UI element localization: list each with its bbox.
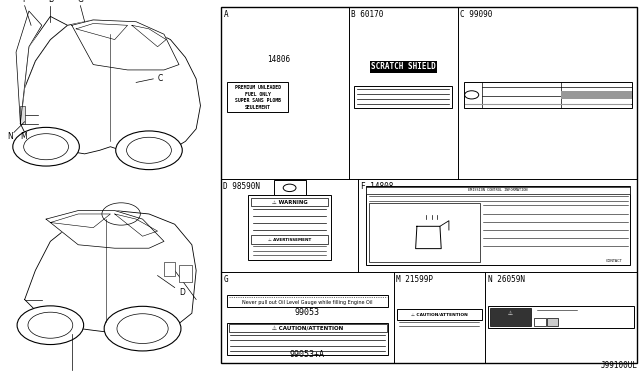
Polygon shape: [415, 226, 441, 248]
Bar: [366, 186, 630, 265]
Circle shape: [116, 131, 182, 170]
Text: EMISSION CONTROL INFORMATION: EMISSION CONTROL INFORMATION: [468, 189, 528, 192]
Text: ⚠ CAUTION/ATTENTION: ⚠ CAUTION/ATTENTION: [271, 326, 343, 331]
Text: B 60170: B 60170: [351, 10, 384, 19]
Circle shape: [13, 127, 79, 166]
Bar: [488, 306, 634, 328]
Text: SUPER SANS PLOMB: SUPER SANS PLOMB: [235, 98, 280, 103]
Polygon shape: [16, 11, 42, 124]
Bar: [547, 318, 559, 326]
Polygon shape: [25, 211, 196, 334]
Text: A: A: [223, 10, 228, 19]
Text: N 26059N: N 26059N: [488, 275, 525, 283]
Circle shape: [284, 184, 296, 192]
Circle shape: [104, 306, 181, 351]
Text: G: G: [77, 0, 83, 4]
Text: F: F: [22, 0, 27, 4]
Bar: [164, 262, 175, 276]
Bar: [366, 187, 630, 194]
Bar: [229, 324, 387, 332]
Circle shape: [17, 306, 84, 344]
Text: G: G: [223, 275, 228, 283]
Text: SEULEMENT: SEULEMENT: [244, 105, 271, 110]
Bar: [397, 309, 482, 320]
Text: N: N: [8, 132, 13, 141]
Text: ⚠ WARNING: ⚠ WARNING: [272, 199, 307, 205]
Text: ⚠ CAUTION/ATTENTION: ⚠ CAUTION/ATTENTION: [411, 312, 468, 317]
Text: M 21599P: M 21599P: [396, 275, 433, 283]
Text: D 98590N: D 98590N: [223, 182, 260, 190]
Text: 99053+A: 99053+A: [290, 350, 324, 359]
Text: B: B: [48, 0, 53, 4]
Text: 99053: 99053: [294, 308, 320, 317]
Polygon shape: [20, 20, 200, 154]
Bar: [561, 91, 632, 99]
Bar: [369, 203, 479, 262]
Bar: [179, 265, 192, 282]
Polygon shape: [20, 16, 68, 124]
Bar: [227, 323, 388, 355]
Bar: [252, 198, 328, 206]
Text: C 99090: C 99090: [460, 10, 493, 19]
Bar: [248, 195, 332, 260]
Text: F 14808: F 14808: [361, 182, 394, 190]
Text: ⚠ AVERTISSEMENT: ⚠ AVERTISSEMENT: [268, 238, 311, 241]
Bar: [252, 235, 328, 244]
Bar: [221, 7, 637, 363]
Text: PREMIUM UNLEADED: PREMIUM UNLEADED: [235, 85, 280, 90]
Bar: [534, 318, 546, 326]
Polygon shape: [46, 211, 164, 248]
Text: ⚠: ⚠: [508, 311, 513, 316]
Text: D: D: [179, 288, 185, 297]
Text: M: M: [20, 132, 27, 141]
Bar: [274, 180, 306, 195]
Text: 14806: 14806: [267, 55, 290, 64]
Text: C: C: [157, 74, 163, 83]
Text: FUEL ONLY: FUEL ONLY: [244, 92, 271, 97]
Bar: [490, 308, 531, 327]
Text: Never pull out Oil Level Gauge while filling Engine Oil: Never pull out Oil Level Gauge while fil…: [242, 300, 372, 305]
Bar: [354, 86, 452, 108]
Text: SCRATCH SHIELD: SCRATCH SHIELD: [371, 62, 436, 71]
Bar: [227, 82, 288, 112]
Bar: [20, 106, 25, 124]
Text: J99100UL: J99100UL: [600, 361, 637, 370]
Bar: [227, 295, 388, 307]
Text: CONTACT: CONTACT: [606, 259, 623, 263]
Bar: [464, 82, 632, 108]
Polygon shape: [72, 20, 179, 70]
